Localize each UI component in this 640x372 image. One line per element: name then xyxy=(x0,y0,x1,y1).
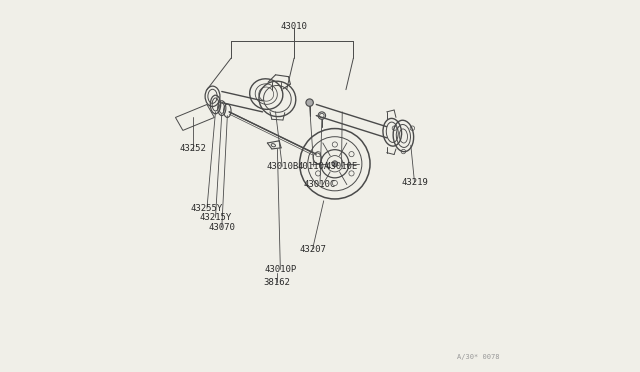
Circle shape xyxy=(306,99,314,106)
Circle shape xyxy=(332,161,338,167)
Text: 43215Y: 43215Y xyxy=(200,213,232,222)
Text: 43207: 43207 xyxy=(299,244,326,253)
Text: 43010: 43010 xyxy=(280,22,307,31)
Text: 38162: 38162 xyxy=(263,278,290,287)
Text: 43252: 43252 xyxy=(180,144,207,153)
Text: 43010E: 43010E xyxy=(325,162,358,171)
Text: 40110A: 40110A xyxy=(298,162,330,171)
Text: 43010P: 43010P xyxy=(264,265,296,274)
Text: 43219: 43219 xyxy=(401,178,428,187)
Text: 43255Y: 43255Y xyxy=(191,204,223,213)
Text: 43070: 43070 xyxy=(209,223,236,232)
Text: 43010C: 43010C xyxy=(304,180,336,189)
Text: 43010B: 43010B xyxy=(266,162,298,171)
Text: A/30* 0078: A/30* 0078 xyxy=(457,354,500,360)
